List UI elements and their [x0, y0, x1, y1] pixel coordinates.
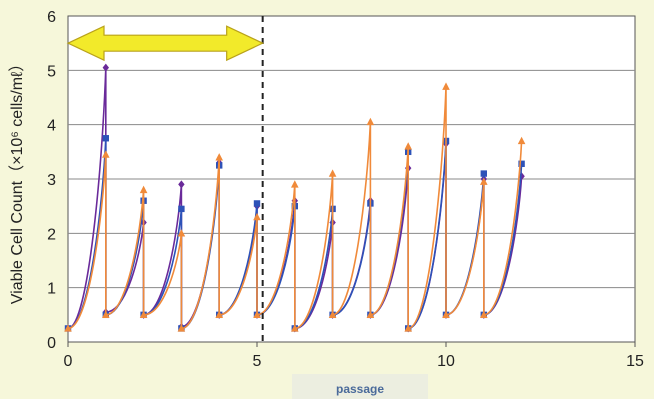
annotations [66, 16, 265, 342]
data-point [215, 153, 223, 161]
data-point [253, 212, 261, 221]
data-point [366, 117, 375, 126]
data-point [177, 229, 186, 237]
data-point [404, 142, 412, 150]
x-tick-label: 5 [253, 353, 262, 370]
data-point [442, 82, 450, 90]
y-tick-label: 0 [47, 335, 56, 352]
data-point [102, 63, 109, 72]
data-point [215, 310, 223, 319]
x-axis-ticks: 0 5 10 15 [64, 342, 644, 370]
x-axis-label: passage [336, 382, 384, 396]
data-series [64, 63, 526, 333]
data-point [178, 205, 185, 213]
data-point [291, 180, 299, 188]
data-point [328, 169, 337, 177]
data-point [102, 135, 109, 142]
data-point [102, 310, 110, 319]
data-point [480, 310, 488, 319]
data-point [517, 136, 526, 145]
y-tick-label: 4 [47, 118, 56, 135]
y-tick-label: 1 [47, 281, 56, 298]
data-point [328, 310, 337, 319]
data-point [64, 324, 72, 332]
data-point [177, 324, 186, 332]
x-tick-label: 10 [437, 353, 455, 370]
data-point [253, 310, 261, 319]
y-tick-label: 5 [47, 63, 56, 80]
data-point [178, 180, 185, 189]
y-axis-ticks: 0 1 2 3 4 5 6 [47, 9, 56, 352]
double-arrow [66, 25, 265, 62]
data-point [102, 150, 110, 158]
data-point [480, 170, 487, 177]
y-tick-label: 6 [47, 9, 56, 26]
series-2 [64, 82, 526, 332]
data-point [139, 310, 148, 319]
data-point [404, 324, 412, 332]
x-tick-label: 0 [64, 353, 73, 370]
data-point [253, 200, 261, 207]
y-axis-label: Viable Cell Count（×10⁶ cells/mℓ） [8, 56, 26, 304]
data-point [366, 310, 375, 319]
data-point [291, 324, 299, 332]
x-axis-label-box [292, 374, 428, 399]
data-point [480, 177, 488, 185]
y-tick-label: 2 [47, 226, 56, 243]
y-tick-label: 3 [47, 172, 56, 189]
data-point [139, 185, 148, 194]
data-point [442, 310, 450, 319]
x-tick-label: 15 [626, 353, 644, 370]
